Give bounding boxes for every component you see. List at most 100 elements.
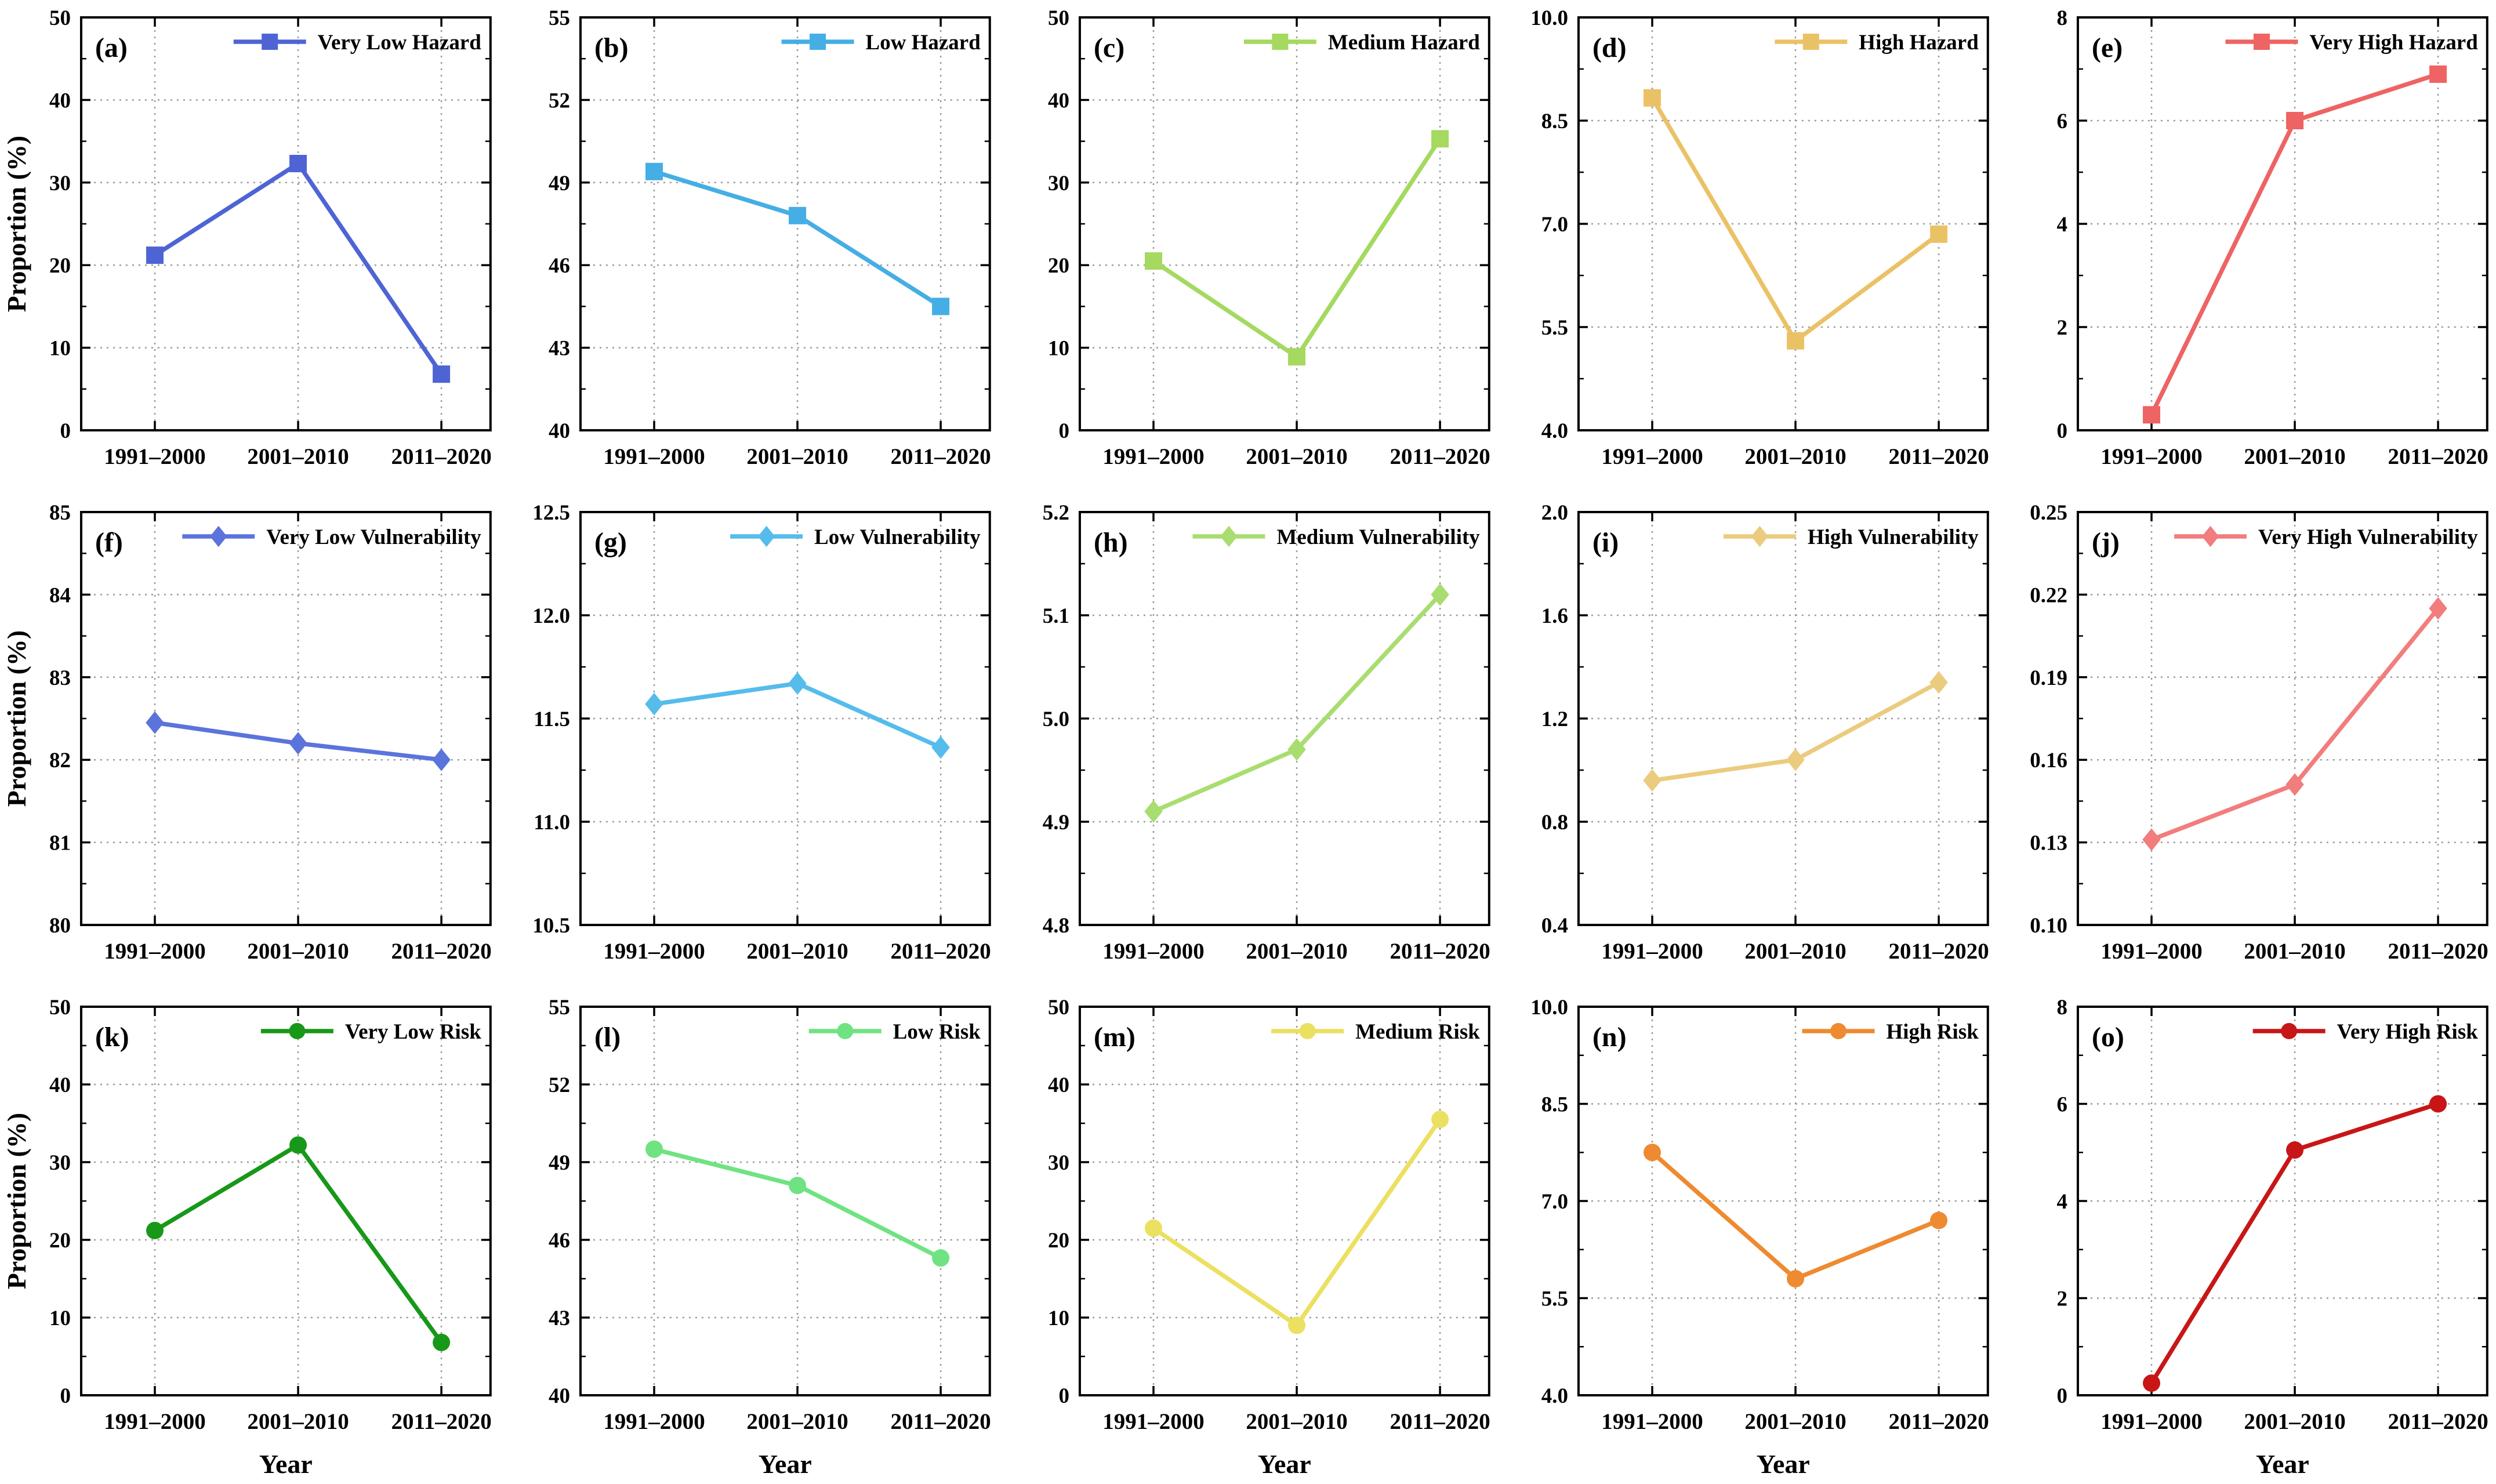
plot-border: [1078, 1006, 1490, 1396]
plot-border: [579, 1006, 991, 1396]
panel-f: 80 81 82 83 84 85 1991–2000 2001–2010 2011–2020 (…: [0, 495, 499, 989]
panel-o-chart: 0 2 4 6 8 1991–2000 2001–2010 2011–2020 (o) Very …: [2057, 996, 2488, 1479]
y-tick-label: 0: [1058, 1384, 1069, 1408]
panel-c-chart: 0 10 20 30 40 50 1991–2000 2001–2010 2011–2020 (c…: [1048, 6, 1490, 469]
data-point: [931, 736, 950, 759]
series-line: [1650, 1150, 1942, 1281]
panel-a: 0 10 20 30 40 50 1991–2000 2001–2010 2011–2020 (a…: [0, 0, 499, 495]
data-point: [1929, 671, 1949, 694]
y-tick-label: 8: [2057, 6, 2067, 30]
legend-marker: [1803, 34, 1820, 50]
x-tick-label: 2001–2010: [746, 444, 848, 469]
data-point: [2143, 1374, 2161, 1392]
legend-label: High Hazard: [1859, 31, 1979, 55]
y-tick-label: 8.5: [1541, 110, 1568, 133]
y-tick-label: 50: [1048, 6, 1069, 30]
x-tick-label: 2001–2010: [1246, 444, 1347, 469]
y-tick-label: 8.5: [1541, 1093, 1568, 1116]
panel-letter: (h): [1094, 527, 1128, 558]
y-axis-label: Proportion (%): [2, 1113, 31, 1289]
y-tick-label: 0.10: [2030, 914, 2067, 938]
x-tick-label: 2011–2020: [890, 939, 991, 964]
data-point: [2286, 112, 2304, 129]
y-tick-label: 8: [2057, 996, 2067, 1019]
x-tick-label: 1991–2000: [1102, 939, 1204, 964]
y-tick-label: 10.5: [532, 914, 570, 938]
panel-n: 4.0 5.5 7.0 8.5 10.0 1991–2000 2001–2010 2011–2…: [1497, 989, 1997, 1484]
data-point: [1930, 225, 1948, 243]
data-point: [289, 1136, 307, 1154]
data-point: [788, 206, 806, 224]
y-tick-label: 50: [1048, 996, 1069, 1019]
x-tick-label: 2001–2010: [247, 939, 349, 964]
y-tick-label: 40: [549, 419, 570, 443]
panel-b: 40 43 46 49 52 55 1991–2000 2001–2010 2011–2020 (…: [499, 0, 999, 495]
y-tick-label: 81: [49, 832, 71, 855]
x-tick-label: 1991–2000: [104, 1409, 205, 1434]
y-tick-label: 30: [1048, 172, 1069, 195]
x-tick-label: 2001–2010: [2244, 1409, 2346, 1434]
y-axis-label: Proportion (%): [2, 630, 31, 807]
legend-marker: [210, 525, 227, 547]
x-tick-label: 2001–2010: [1246, 939, 1347, 964]
y-tick-label: 52: [549, 89, 570, 113]
y-tick-label: 55: [549, 996, 570, 1019]
panel-g: 10.5 11.0 11.5 12.0 12.5 1991–2000 2001–2010 20…: [499, 495, 999, 989]
legend-label: Low Risk: [893, 1020, 981, 1044]
x-tick-label: 2001–2010: [247, 444, 349, 469]
data-point: [1787, 332, 1805, 350]
panel-f-chart: 80 81 82 83 84 85 1991–2000 2001–2010 2011–2020 (…: [2, 501, 492, 964]
panel-letter: (j): [2092, 527, 2120, 558]
x-tick-label: 2011–2020: [1390, 939, 1490, 964]
panel-letter: (l): [594, 1022, 621, 1053]
series-line: [1650, 96, 1942, 343]
y-tick-label: 40: [549, 1384, 570, 1408]
y-tick-label: 0.13: [2030, 832, 2067, 855]
data-point: [645, 692, 663, 716]
plot-border: [79, 511, 492, 926]
panel-letter: (d): [1592, 32, 1627, 63]
y-tick-label: 80: [49, 914, 71, 938]
x-tick-label: 2001–2010: [2244, 939, 2346, 964]
panel-h-chart: 4.8 4.9 5.0 5.1 5.2 1991–2000 2001–2010 2011–20…: [1042, 501, 1490, 964]
x-tick-label: 2001–2010: [247, 1409, 349, 1434]
y-tick-label: 5.5: [1541, 316, 1568, 340]
y-tick-label: 85: [49, 501, 71, 525]
x-axis-label: Year: [1757, 1449, 1810, 1479]
panel-m-chart: 0 10 20 30 40 50 1991–2000 2001–2010 2011–2020 (m…: [1048, 996, 1490, 1479]
legend-label: Medium Risk: [1355, 1020, 1480, 1044]
x-tick-label: 2001–2010: [2244, 444, 2346, 469]
data-point: [1144, 1219, 1162, 1237]
x-tick-label: 1991–2000: [2100, 939, 2202, 964]
legend-marker: [809, 34, 826, 50]
y-tick-label: 20: [49, 1229, 71, 1253]
data-point: [645, 1140, 663, 1158]
y-tick-label: 2: [2057, 316, 2067, 340]
legend-label: Very Low Risk: [345, 1020, 481, 1044]
legend-marker: [2254, 34, 2270, 50]
data-point: [2429, 65, 2447, 83]
data-point: [1786, 748, 1805, 771]
panel-k: 0 10 20 30 40 50 1991–2000 2001–2010 2011–2020 (k…: [0, 989, 499, 1484]
panel-l: 40 43 46 49 52 55 1991–2000 2001–2010 2011–2020 (…: [499, 989, 999, 1484]
panel-letter: (n): [1592, 1022, 1627, 1053]
x-axis-label: Year: [259, 1449, 313, 1479]
legend-marker: [1220, 525, 1238, 547]
y-tick-label: 5.5: [1541, 1287, 1568, 1311]
data-point: [788, 672, 807, 695]
data-point: [1287, 1316, 1305, 1334]
data-point: [1644, 1144, 1661, 1162]
data-point: [2142, 828, 2161, 851]
legend-marker: [289, 1023, 306, 1039]
data-point: [1287, 348, 1305, 366]
panel-h: 4.8 4.9 5.0 5.1 5.2 1991–2000 2001–2010 2011–20…: [999, 495, 1498, 989]
panel-d: 4.0 5.5 7.0 8.5 10.0 1991–2000 2001–2010 2011–2…: [1497, 0, 1997, 495]
x-tick-label: 1991–2000: [104, 939, 205, 964]
legend-label: High Risk: [1886, 1020, 1979, 1044]
x-tick-label: 2011–2020: [890, 444, 991, 469]
y-tick-label: 4.9: [1042, 811, 1069, 834]
panel-b-chart: 40 43 46 49 52 55 1991–2000 2001–2010 2011–2020 (…: [549, 6, 991, 469]
x-tick-label: 2001–2010: [1246, 1409, 1347, 1434]
y-tick-label: 30: [49, 172, 71, 195]
y-tick-label: 7.0: [1541, 1190, 1568, 1214]
